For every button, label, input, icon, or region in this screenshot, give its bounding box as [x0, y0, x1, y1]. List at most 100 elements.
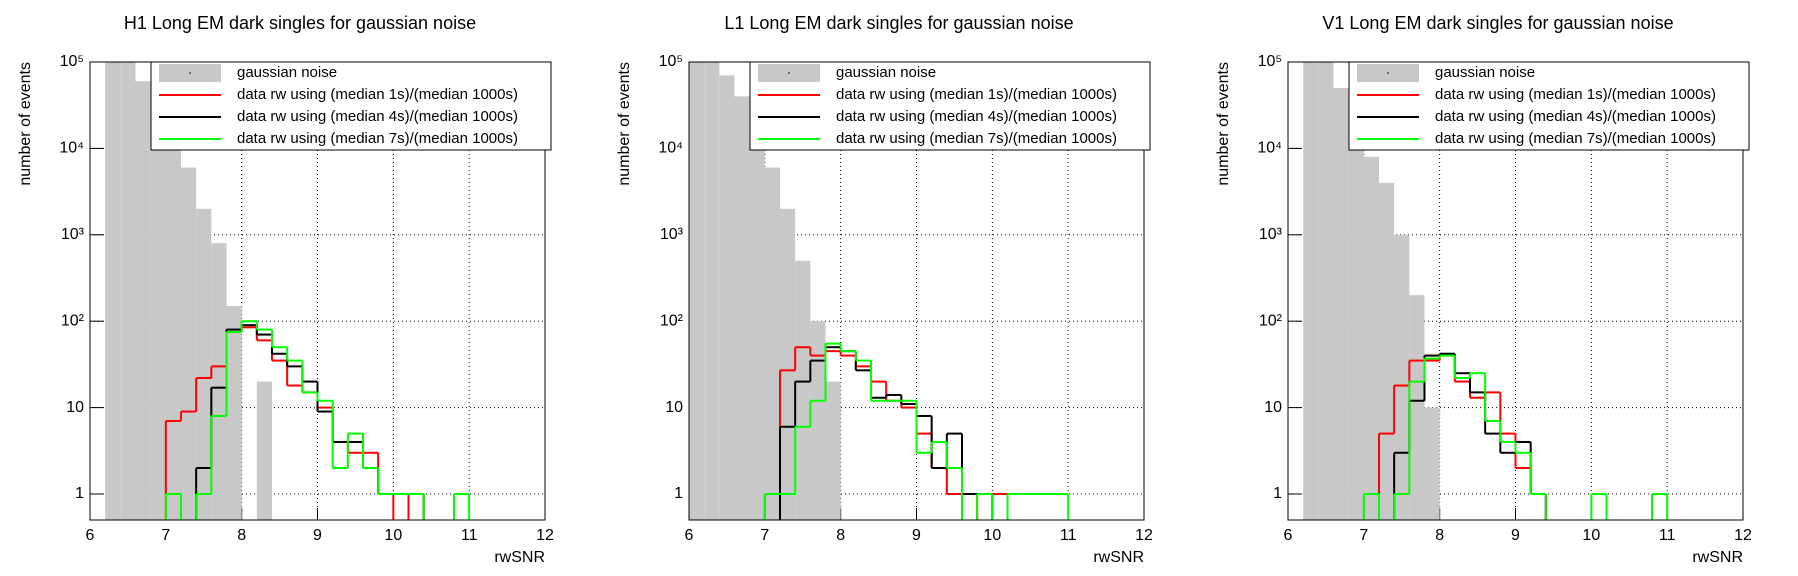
legend: gaussian noise data rw using (median 1s)/…	[749, 61, 1151, 151]
histogram-bar	[1409, 295, 1425, 520]
histogram-bar	[1333, 88, 1349, 520]
x-tick-label: 8	[1435, 527, 1444, 544]
x-tick-label: 11	[1659, 527, 1676, 544]
y-tick-label: 10²	[61, 312, 85, 329]
x-tick-label: 12	[1734, 527, 1752, 544]
chart-title: L1 Long EM dark singles for gaussian noi…	[724, 13, 1073, 33]
y-tick-label: 10⁴	[1257, 140, 1282, 157]
histogram-bar	[211, 243, 227, 520]
x-axis-label: rwSNR	[1093, 549, 1144, 566]
histogram-bar	[120, 62, 136, 520]
legend-label: data rw using (median 7s)/(median 1000s)	[237, 130, 518, 147]
histogram-bar	[764, 167, 780, 520]
legend-label: data rw using (median 1s)/(median 1000s)	[237, 86, 518, 103]
legend-label: gaussian noise	[237, 64, 337, 81]
y-tick-label: 10⁵	[1258, 53, 1282, 70]
histogram-bar	[1303, 62, 1319, 520]
y-tick-label: 10²	[1259, 312, 1283, 329]
histogram-bar	[780, 208, 796, 520]
y-axis-label: number of events	[616, 62, 633, 186]
panel: V1 Long EM dark singles for gaussian noi…	[1215, 13, 1752, 566]
legend-label: data rw using (median 4s)/(median 1000s)	[836, 108, 1117, 125]
legend-dot	[189, 72, 191, 74]
legend-label: data rw using (median 1s)/(median 1000s)	[1435, 86, 1716, 103]
y-tick-label: 10	[66, 399, 84, 416]
y-tick-label: 10³	[660, 226, 684, 243]
legend-label: gaussian noise	[1435, 64, 1535, 81]
panel: H1 Long EM dark singles for gaussian noi…	[17, 13, 554, 566]
x-tick-label: 7	[161, 527, 170, 544]
legend-label: data rw using (median 4s)/(median 1000s)	[1435, 108, 1716, 125]
histogram-bar	[719, 75, 735, 520]
histogram-bar	[1394, 234, 1410, 520]
panel: L1 Long EM dark singles for gaussian noi…	[616, 13, 1153, 566]
x-tick-label: 9	[313, 527, 322, 544]
chart-title: H1 Long EM dark singles for gaussian noi…	[124, 13, 476, 33]
histogram-bar	[150, 107, 166, 520]
x-tick-label: 10	[983, 527, 1001, 544]
y-tick-label: 10⁴	[59, 140, 84, 157]
plot-area	[1303, 62, 1669, 520]
histogram-bar	[704, 62, 720, 520]
histogram-bar	[226, 305, 242, 520]
x-axis-label: rwSNR	[1692, 549, 1743, 566]
x-tick-label: 11	[1060, 527, 1077, 544]
x-tick-label: 10	[1582, 527, 1600, 544]
histogram-bar	[734, 96, 750, 520]
y-tick-label: 1	[674, 485, 683, 502]
histogram-bar	[165, 148, 181, 520]
histogram-bar	[256, 381, 272, 520]
x-tick-label: 12	[1135, 527, 1153, 544]
y-axis-label: number of events	[1215, 62, 1232, 186]
chart-title: V1 Long EM dark singles for gaussian noi…	[1322, 13, 1673, 33]
x-tick-label: 7	[760, 527, 769, 544]
legend-label: data rw using (median 1s)/(median 1000s)	[836, 86, 1117, 103]
y-tick-label: 10	[665, 399, 683, 416]
legend-label: data rw using (median 4s)/(median 1000s)	[237, 108, 518, 125]
histogram-bar	[135, 81, 151, 520]
x-tick-label: 12	[536, 527, 554, 544]
histogram-bar	[749, 122, 765, 520]
x-tick-label: 9	[912, 527, 921, 544]
y-tick-label: 1	[1273, 485, 1282, 502]
y-tick-label: 10³	[1259, 226, 1283, 243]
y-tick-label: 10³	[61, 226, 85, 243]
plot-area	[105, 62, 471, 520]
y-tick-label: 10⁵	[60, 53, 84, 70]
legend-label: data rw using (median 7s)/(median 1000s)	[1435, 130, 1716, 147]
x-tick-label: 6	[86, 527, 95, 544]
x-tick-label: 6	[685, 527, 694, 544]
y-axis-label: number of events	[17, 62, 34, 186]
x-tick-label: 7	[1359, 527, 1368, 544]
x-tick-label: 10	[384, 527, 402, 544]
histogram-bar	[1318, 62, 1334, 520]
histogram-bar	[196, 208, 212, 520]
histogram-bar	[795, 260, 811, 520]
y-tick-label: 10⁴	[658, 140, 683, 157]
legend-dot	[788, 72, 790, 74]
histogram-bar	[1348, 122, 1364, 520]
y-tick-label: 1	[75, 485, 84, 502]
x-axis-label: rwSNR	[494, 549, 545, 566]
legend-dot	[1387, 72, 1389, 74]
x-tick-label: 8	[237, 527, 246, 544]
histogram-bar	[105, 62, 121, 520]
histogram-bar	[825, 381, 841, 520]
y-tick-label: 10²	[660, 312, 684, 329]
legend: gaussian noise data rw using (median 1s)/…	[1348, 61, 1750, 151]
histogram-bar	[689, 62, 705, 520]
x-tick-label: 8	[836, 527, 845, 544]
histogram-bar	[810, 321, 826, 520]
plot-area	[689, 62, 1070, 520]
histogram-bar	[1424, 407, 1440, 520]
legend: gaussian noise data rw using (median 1s)/…	[150, 61, 552, 151]
histogram-bar	[1363, 156, 1379, 520]
histogram-bar	[181, 167, 197, 520]
legend-label: gaussian noise	[836, 64, 936, 81]
x-tick-label: 6	[1284, 527, 1293, 544]
y-tick-label: 10⁵	[659, 53, 683, 70]
legend-label: data rw using (median 7s)/(median 1000s)	[836, 130, 1117, 147]
x-tick-label: 9	[1511, 527, 1520, 544]
